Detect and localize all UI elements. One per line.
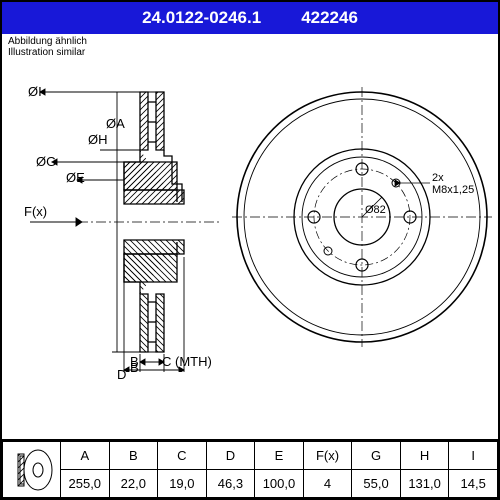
val-B: 22,0 bbox=[109, 470, 158, 498]
label-F: F(x) bbox=[24, 204, 47, 219]
table-header-row: A B C D E F(x) G H I bbox=[3, 442, 498, 470]
val-G: 55,0 bbox=[352, 470, 401, 498]
subheader-line1: Abbildung ähnlich bbox=[8, 36, 87, 47]
front-view-drawing: Ø82 2x M8x1,25 bbox=[232, 87, 492, 347]
dimension-table: A B C D E F(x) G H I 255,0 22,0 19,0 46,… bbox=[2, 439, 498, 498]
part-number: 24.0122-0246.1 bbox=[142, 8, 261, 28]
label-I: ØI bbox=[28, 84, 42, 99]
label-B2: B bbox=[130, 354, 139, 369]
rotor-icon bbox=[8, 448, 56, 492]
label-D: D bbox=[117, 367, 126, 382]
label-E: ØE bbox=[66, 170, 85, 185]
col-C: C bbox=[158, 442, 207, 470]
label-H: ØH bbox=[88, 132, 108, 147]
header-bar: 24.0122-0246.1 422246 bbox=[2, 2, 498, 34]
col-A: A bbox=[61, 442, 110, 470]
col-I: I bbox=[449, 442, 498, 470]
val-C: 19,0 bbox=[158, 470, 207, 498]
col-E: E bbox=[255, 442, 304, 470]
col-G: G bbox=[352, 442, 401, 470]
val-I: 14,5 bbox=[449, 470, 498, 498]
val-F: 4 bbox=[303, 470, 352, 498]
bolt-count: 2x bbox=[432, 172, 444, 184]
col-B: B bbox=[109, 442, 158, 470]
table-value-row: 255,0 22,0 19,0 46,3 100,0 4 55,0 131,0 … bbox=[3, 470, 498, 498]
cross-section-drawing: ØI ØG ØE ØH ØA F(x) B bbox=[22, 72, 222, 372]
bolt-spec: M8x1,25 bbox=[432, 184, 474, 196]
hub-dia-label: Ø82 bbox=[365, 204, 386, 216]
rotor-icon-cell bbox=[3, 442, 61, 498]
label-G: ØG bbox=[36, 154, 56, 169]
col-F: F(x) bbox=[303, 442, 352, 470]
col-H: H bbox=[400, 442, 449, 470]
short-code: 422246 bbox=[301, 8, 358, 28]
val-E: 100,0 bbox=[255, 470, 304, 498]
subheader-line2: Illustration similar bbox=[8, 47, 87, 58]
label-C: C (MTH) bbox=[162, 354, 212, 369]
subheader: Abbildung ähnlich Illustration similar bbox=[8, 36, 87, 58]
page-frame: 24.0122-0246.1 422246 Abbildung ähnlich … bbox=[0, 0, 500, 500]
val-D: 46,3 bbox=[206, 470, 255, 498]
val-H: 131,0 bbox=[400, 470, 449, 498]
diagram-area: ØI ØG ØE ØH ØA F(x) B B D C (MTH) bbox=[2, 62, 500, 392]
col-D: D bbox=[206, 442, 255, 470]
val-A: 255,0 bbox=[61, 470, 110, 498]
label-A: ØA bbox=[106, 116, 125, 131]
